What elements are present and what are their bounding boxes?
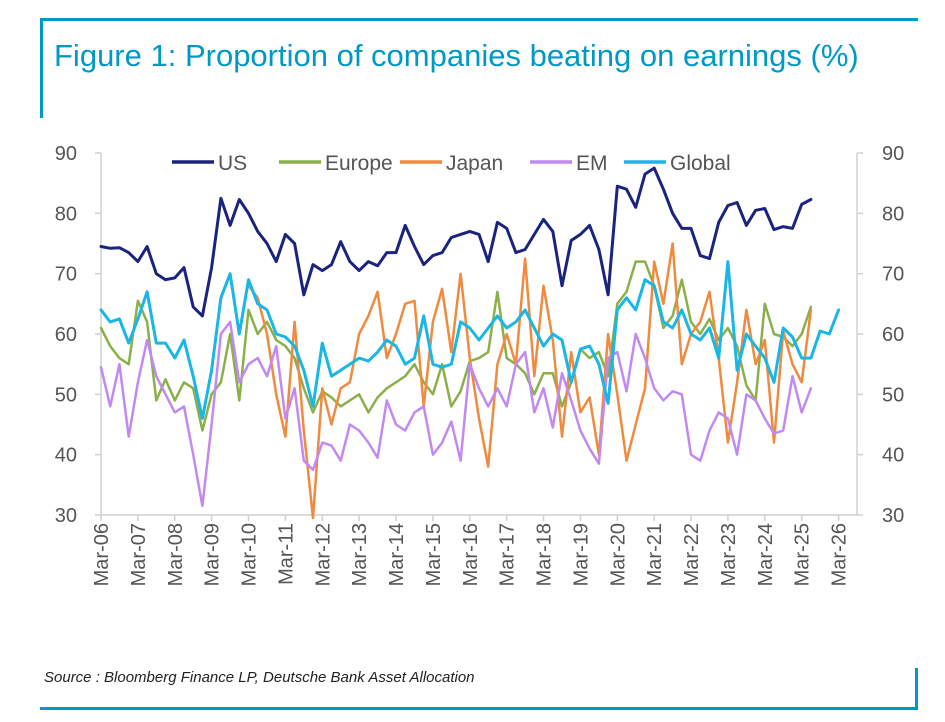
x-tick-label: Mar-08 — [165, 523, 187, 586]
legend-label-global: Global — [670, 152, 731, 175]
figure-title: Figure 1: Proportion of companies beatin… — [54, 38, 859, 73]
series-line-us — [99, 166, 813, 318]
x-tick-label: Mar-23 — [718, 523, 740, 586]
x-tick-label: Mar-10 — [239, 523, 261, 586]
y-tick-label: 30 — [55, 505, 77, 527]
y-tick-label: 80 — [55, 203, 77, 225]
legend-item-us: US — [172, 152, 247, 175]
y-tick-label-right: 70 — [882, 264, 904, 286]
legend-label-europe: Europe — [325, 152, 393, 175]
y-tick-label: 90 — [55, 143, 77, 165]
x-tick-label: Mar-20 — [607, 523, 629, 586]
x-tick-label: Mar-19 — [570, 523, 592, 586]
x-tick-label: Mar-15 — [423, 523, 445, 586]
legend-item-japan: Japan — [400, 152, 503, 175]
x-tick-label: Mar-09 — [202, 523, 224, 586]
chart-series — [99, 166, 841, 520]
legend-label-us: US — [218, 152, 247, 175]
series-line-global — [99, 260, 841, 420]
bottom-rule — [40, 707, 918, 710]
legend-item-em: EM — [530, 152, 608, 175]
source-note: Source : Bloomberg Finance LP, Deutsche … — [44, 669, 475, 686]
series-line-europe — [99, 260, 813, 432]
x-tick-label: Mar-13 — [349, 523, 371, 586]
top-rule — [40, 18, 918, 21]
y-tick-label-right: 60 — [882, 324, 904, 346]
legend-item-global: Global — [624, 152, 731, 175]
legend-label-em: EM — [576, 152, 608, 175]
x-tick-label: Mar-17 — [497, 523, 519, 586]
x-tick-label: Mar-07 — [128, 523, 150, 586]
x-tick-label: Mar-12 — [312, 523, 334, 586]
line-chart: 90 90 80 80 70 70 60 60 50 50 40 40 30 30 Mar-06 Mar-07… — [55, 143, 905, 586]
x-tick-label: Mar-06 — [91, 523, 113, 586]
x-tick-label: Mar-24 — [755, 523, 777, 586]
x-tick-label: Mar-25 — [792, 523, 814, 586]
x-tick-label: Mar-16 — [460, 523, 482, 586]
x-tick-label: Mar-14 — [386, 523, 408, 586]
y-tick-label-right: 80 — [882, 203, 904, 225]
y-tick-label: 60 — [55, 324, 77, 346]
legend-label-japan: Japan — [446, 152, 503, 175]
x-tick-label: Mar-22 — [681, 523, 703, 586]
y-tick-label-right: 50 — [882, 384, 904, 406]
right-rule — [915, 668, 918, 708]
left-rule — [40, 18, 43, 118]
chart-legend: US Europe Japan EM Global — [172, 152, 731, 175]
y-tick-label: 70 — [55, 264, 77, 286]
legend-item-europe: Europe — [279, 152, 393, 175]
x-tick-label: Mar-18 — [534, 523, 556, 586]
y-tick-label-right: 30 — [882, 505, 904, 527]
x-tick-label: Mar-11 — [275, 523, 297, 585]
x-tick-label: Mar-26 — [829, 523, 851, 586]
y-tick-label-right: 40 — [882, 445, 904, 467]
x-tick-label: Mar-21 — [644, 523, 666, 586]
y-tick-label-right: 90 — [882, 143, 904, 165]
y-tick-label: 50 — [55, 384, 77, 406]
y-tick-label: 40 — [55, 445, 77, 467]
series-line-em — [99, 320, 813, 508]
chart-axes: 90 90 80 80 70 70 60 60 50 50 40 40 30 30 Mar-06 Mar-07… — [55, 143, 905, 586]
